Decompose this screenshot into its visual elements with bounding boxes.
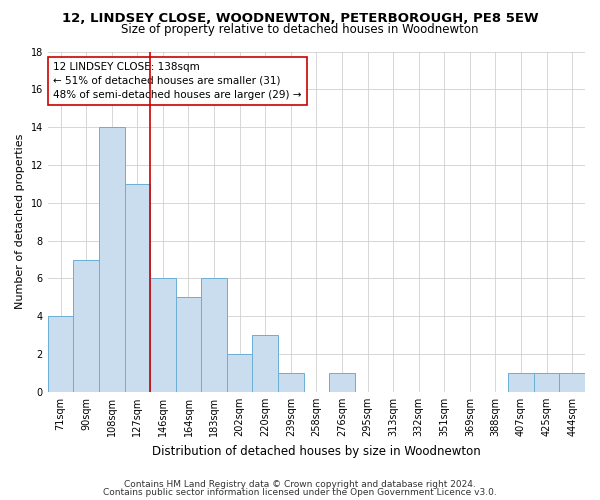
Y-axis label: Number of detached properties: Number of detached properties <box>15 134 25 310</box>
Bar <box>73 260 99 392</box>
Bar <box>125 184 150 392</box>
Bar <box>559 373 585 392</box>
Bar <box>99 127 125 392</box>
Bar <box>227 354 253 392</box>
Bar <box>201 278 227 392</box>
Bar <box>48 316 73 392</box>
X-axis label: Distribution of detached houses by size in Woodnewton: Distribution of detached houses by size … <box>152 444 481 458</box>
Bar <box>253 335 278 392</box>
Bar <box>150 278 176 392</box>
Text: Size of property relative to detached houses in Woodnewton: Size of property relative to detached ho… <box>121 22 479 36</box>
Text: Contains public sector information licensed under the Open Government Licence v3: Contains public sector information licen… <box>103 488 497 497</box>
Text: 12, LINDSEY CLOSE, WOODNEWTON, PETERBOROUGH, PE8 5EW: 12, LINDSEY CLOSE, WOODNEWTON, PETERBORO… <box>62 12 538 26</box>
Bar <box>176 298 201 392</box>
Text: Contains HM Land Registry data © Crown copyright and database right 2024.: Contains HM Land Registry data © Crown c… <box>124 480 476 489</box>
Bar <box>278 373 304 392</box>
Bar <box>534 373 559 392</box>
Text: 12 LINDSEY CLOSE: 138sqm
← 51% of detached houses are smaller (31)
48% of semi-d: 12 LINDSEY CLOSE: 138sqm ← 51% of detach… <box>53 62 302 100</box>
Bar <box>508 373 534 392</box>
Bar <box>329 373 355 392</box>
